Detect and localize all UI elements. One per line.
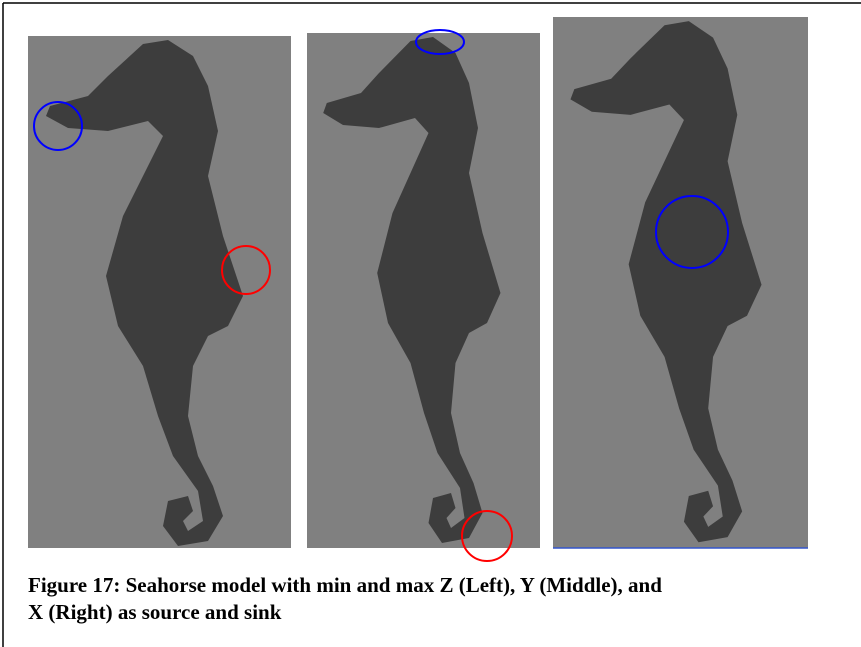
caption-line: Figure 17: Seahorse model with min and m… <box>28 572 662 599</box>
figure-caption: Figure 17: Seahorse model with min and m… <box>28 572 662 626</box>
caption-line: X (Right) as source and sink <box>28 599 662 626</box>
figure <box>0 0 861 647</box>
page: Figure 17: Seahorse model with min and m… <box>0 0 861 647</box>
